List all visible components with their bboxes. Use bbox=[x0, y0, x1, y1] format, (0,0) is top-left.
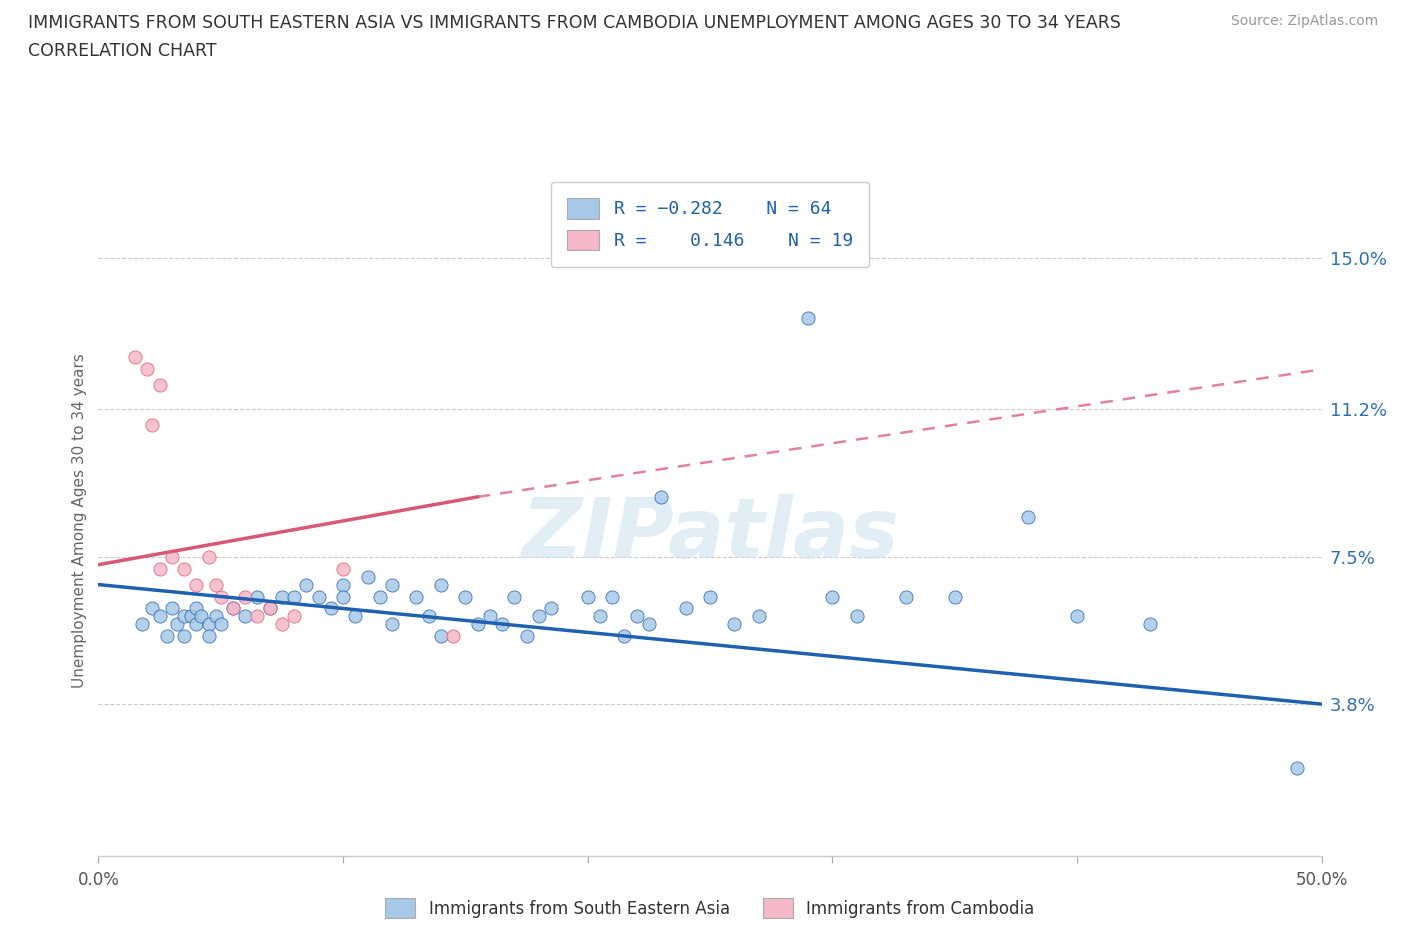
Point bbox=[723, 617, 745, 631]
Point bbox=[454, 589, 477, 604]
Text: Source: ZipAtlas.com: Source: ZipAtlas.com bbox=[1230, 14, 1378, 28]
Point bbox=[319, 601, 342, 616]
Point bbox=[156, 629, 179, 644]
Point bbox=[197, 550, 219, 565]
Point bbox=[209, 589, 232, 604]
Point bbox=[332, 578, 354, 592]
Point bbox=[173, 609, 195, 624]
Point bbox=[233, 609, 256, 624]
Point bbox=[197, 617, 219, 631]
Point bbox=[943, 589, 966, 604]
Point bbox=[283, 609, 305, 624]
Point bbox=[430, 578, 453, 592]
Point bbox=[136, 362, 159, 377]
Point bbox=[209, 617, 232, 631]
Point bbox=[699, 589, 721, 604]
Point bbox=[205, 578, 228, 592]
Point bbox=[344, 609, 367, 624]
Point bbox=[381, 617, 404, 631]
Point bbox=[418, 609, 440, 624]
Point bbox=[186, 617, 208, 631]
Point bbox=[650, 489, 672, 504]
Point bbox=[222, 601, 245, 616]
Point bbox=[205, 609, 228, 624]
Point bbox=[160, 550, 183, 565]
Point bbox=[613, 629, 636, 644]
Point bbox=[141, 418, 163, 432]
Point bbox=[173, 629, 195, 644]
Point bbox=[515, 629, 537, 644]
Point bbox=[576, 589, 599, 604]
Point bbox=[186, 578, 208, 592]
Point bbox=[441, 629, 464, 644]
Point bbox=[270, 617, 294, 631]
Point bbox=[270, 589, 294, 604]
Point bbox=[430, 629, 453, 644]
Point bbox=[173, 561, 195, 576]
Point bbox=[821, 589, 844, 604]
Point bbox=[1139, 617, 1161, 631]
Point bbox=[246, 589, 269, 604]
Point bbox=[149, 378, 172, 392]
Point bbox=[186, 601, 208, 616]
Point bbox=[259, 601, 281, 616]
Point bbox=[405, 589, 427, 604]
Point bbox=[1066, 609, 1088, 624]
Point bbox=[894, 589, 917, 604]
Point bbox=[600, 589, 623, 604]
Point bbox=[197, 629, 219, 644]
Point bbox=[246, 609, 269, 624]
Point bbox=[797, 310, 820, 325]
Y-axis label: Unemployment Among Ages 30 to 34 years: Unemployment Among Ages 30 to 34 years bbox=[72, 353, 87, 688]
Point bbox=[332, 561, 354, 576]
Point bbox=[283, 589, 305, 604]
Point bbox=[589, 609, 612, 624]
Point bbox=[478, 609, 501, 624]
Point bbox=[626, 609, 648, 624]
Point bbox=[308, 589, 330, 604]
Point bbox=[166, 617, 188, 631]
Point bbox=[124, 350, 146, 365]
Point bbox=[748, 609, 770, 624]
Point bbox=[845, 609, 868, 624]
Point bbox=[149, 609, 172, 624]
Point bbox=[1017, 510, 1039, 525]
Point bbox=[332, 589, 354, 604]
Point bbox=[356, 569, 378, 584]
Text: ZIPatlas: ZIPatlas bbox=[522, 494, 898, 575]
Point bbox=[295, 578, 318, 592]
Point bbox=[222, 601, 245, 616]
Point bbox=[1286, 761, 1309, 776]
Point bbox=[637, 617, 661, 631]
Point bbox=[160, 601, 183, 616]
Point bbox=[141, 601, 163, 616]
Legend: Immigrants from South Eastern Asia, Immigrants from Cambodia: Immigrants from South Eastern Asia, Immi… bbox=[378, 892, 1042, 924]
Point bbox=[467, 617, 489, 631]
Text: CORRELATION CHART: CORRELATION CHART bbox=[28, 42, 217, 60]
Point bbox=[540, 601, 562, 616]
Point bbox=[190, 609, 212, 624]
Point bbox=[503, 589, 526, 604]
Point bbox=[675, 601, 697, 616]
Point bbox=[180, 609, 202, 624]
Point bbox=[368, 589, 391, 604]
Point bbox=[131, 617, 153, 631]
Point bbox=[527, 609, 550, 624]
Point bbox=[233, 589, 256, 604]
Point bbox=[381, 578, 404, 592]
Point bbox=[149, 561, 172, 576]
Point bbox=[491, 617, 513, 631]
Point bbox=[259, 601, 281, 616]
Text: IMMIGRANTS FROM SOUTH EASTERN ASIA VS IMMIGRANTS FROM CAMBODIA UNEMPLOYMENT AMON: IMMIGRANTS FROM SOUTH EASTERN ASIA VS IM… bbox=[28, 14, 1121, 32]
